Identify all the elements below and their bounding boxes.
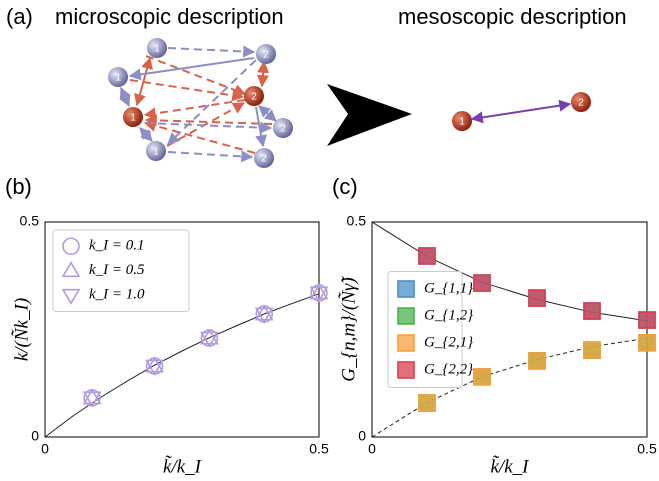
curve [45,294,319,437]
marker [639,335,655,351]
marker [584,342,600,358]
marker [529,290,545,306]
y-tick-label: 0.5 [20,213,40,229]
y-tick-label: 0 [358,428,366,444]
x-tick-label: 0.5 [637,441,657,457]
panel-a: (a) microscopic description mesoscopic d… [6,4,627,168]
legend-label: G_{1,1} [424,280,473,296]
marker [474,275,490,291]
node-label: 2 [261,154,267,165]
node-label: 2 [251,92,257,103]
marker [584,303,600,319]
panel-label: (c) [332,174,358,199]
panel-label: (b) [5,174,32,199]
y-axis-label: k/(Ñk_I) [11,298,32,361]
edge [168,60,256,144]
legend-label: G_{2,2} [424,361,473,377]
node-label: 1 [115,73,121,84]
x-tick-label: 0.5 [309,441,329,457]
x-tick-label: 0 [368,441,376,457]
panel-label: (a) [6,4,33,29]
transition-arrow [327,84,412,146]
y-tick-label: 0.5 [347,213,367,229]
legend-marker [398,335,414,351]
x-tick-label: 0 [41,441,49,457]
legend-marker [398,308,414,324]
node-label: 1 [459,117,465,128]
right-title: mesoscopic description [398,4,627,29]
node-label: 1 [154,44,160,55]
legend: G_{1,1} G_{1,2} G_{2,1} G_{2,2} [388,272,473,388]
edge [168,152,252,157]
node-label: 2 [578,98,584,109]
legend-label: G_{2,1} [424,334,473,350]
y-axis-label: G_{n,m}/(Ñγ̃) [338,276,359,382]
legend: k_I = 0.1 k_I = 0.5 k_I = 1.0 [53,230,189,312]
edge [259,106,276,121]
edge [145,100,245,115]
marker [474,369,490,385]
legend-marker [398,362,414,378]
legend-label: k_I = 0.5 [89,262,145,278]
figure: (a) microscopic description mesoscopic d… [0,0,659,481]
y-tick-label: 0 [31,428,39,444]
marker [419,248,435,264]
legend-marker [398,281,414,297]
edge [262,62,264,86]
marker [529,353,545,369]
node-label: 2 [263,50,269,61]
marker [419,395,435,411]
marker [639,312,655,328]
edge [168,48,254,52]
x-axis-label: k̃/k_I [491,456,531,478]
node-label: 1 [153,147,159,158]
edge [472,104,570,119]
edge [121,88,129,106]
legend-label: k_I = 0.1 [89,238,145,254]
edge [256,107,263,146]
x-axis-label: k̃/k_I [163,456,203,478]
edge [140,128,152,141]
node-label: 1 [130,113,136,124]
node-label: 2 [280,124,286,135]
legend-label: k_I = 1.0 [89,287,145,303]
left-title: microscopic description [55,4,284,29]
edge [137,58,150,105]
legend-label: G_{1,2} [424,307,473,323]
